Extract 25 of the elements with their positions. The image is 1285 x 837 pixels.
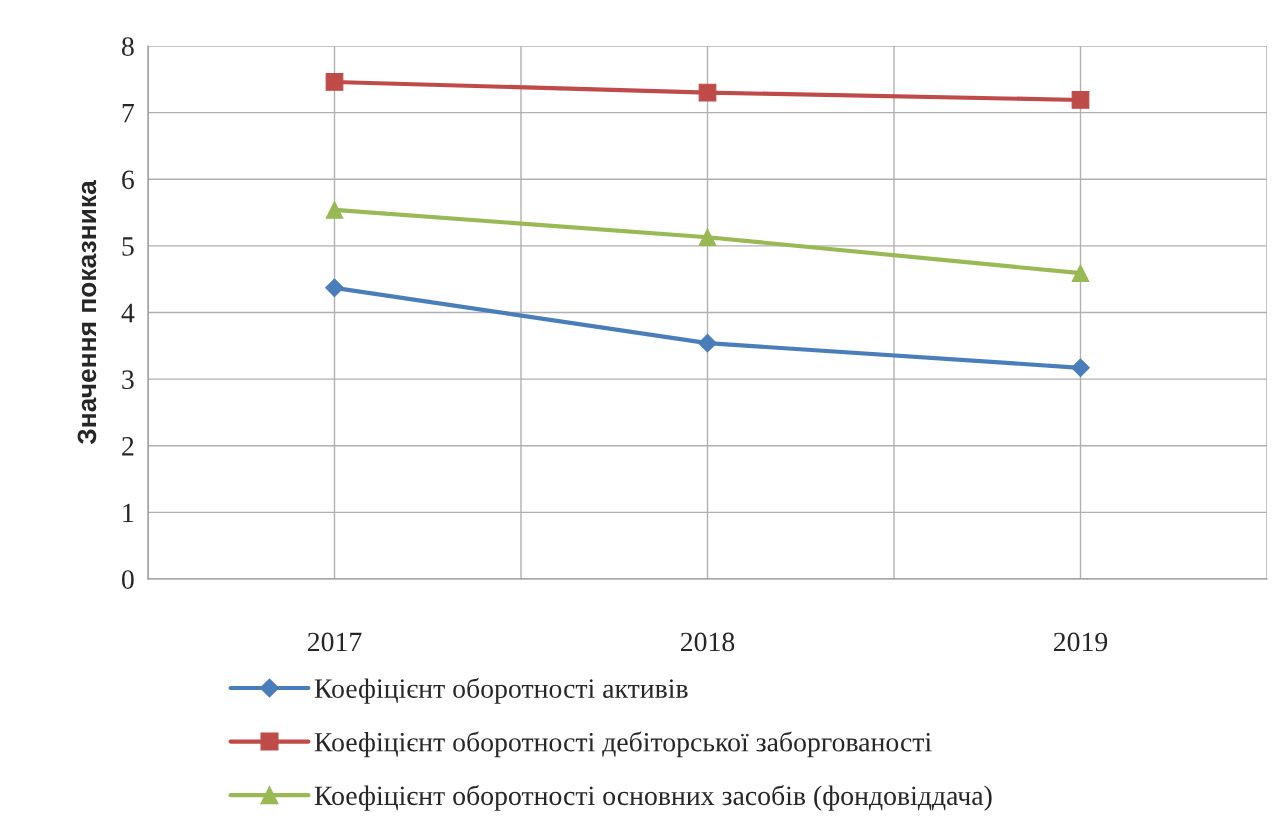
legend-label: Коефіцієнт оборотності активів <box>314 677 688 704</box>
x-tick-label: 2017 <box>307 632 362 652</box>
point <box>698 228 717 247</box>
point <box>698 333 717 353</box>
y-tick-label: 0 <box>121 570 134 589</box>
point <box>325 201 344 219</box>
point <box>1071 264 1090 283</box>
y-tick-label: 5 <box>122 237 134 256</box>
y-axis-title: Значення показника <box>77 180 97 445</box>
x-tick-label: 2019 <box>1053 632 1108 652</box>
x-tick-label: 2018 <box>680 632 735 652</box>
y-tick-label: 4 <box>121 303 135 323</box>
point <box>698 83 717 102</box>
y-tick-label: 8 <box>121 37 134 56</box>
y-tick-label: 7 <box>122 104 135 123</box>
point <box>325 73 344 91</box>
y-tick-label: 1 <box>123 503 134 523</box>
y-tick-label: 3 <box>122 370 134 390</box>
legend-label: Коефіцієнт оборотності основних засобів (фондовіддача) <box>314 785 992 811</box>
point <box>325 278 344 298</box>
point <box>1071 91 1090 109</box>
y-tick-label: 2 <box>122 436 134 456</box>
legend-label: Коефіцієнт оборотності дебіторської заборгованості <box>314 731 932 758</box>
y-tick-label: 6 <box>122 170 134 190</box>
point <box>1071 358 1090 378</box>
